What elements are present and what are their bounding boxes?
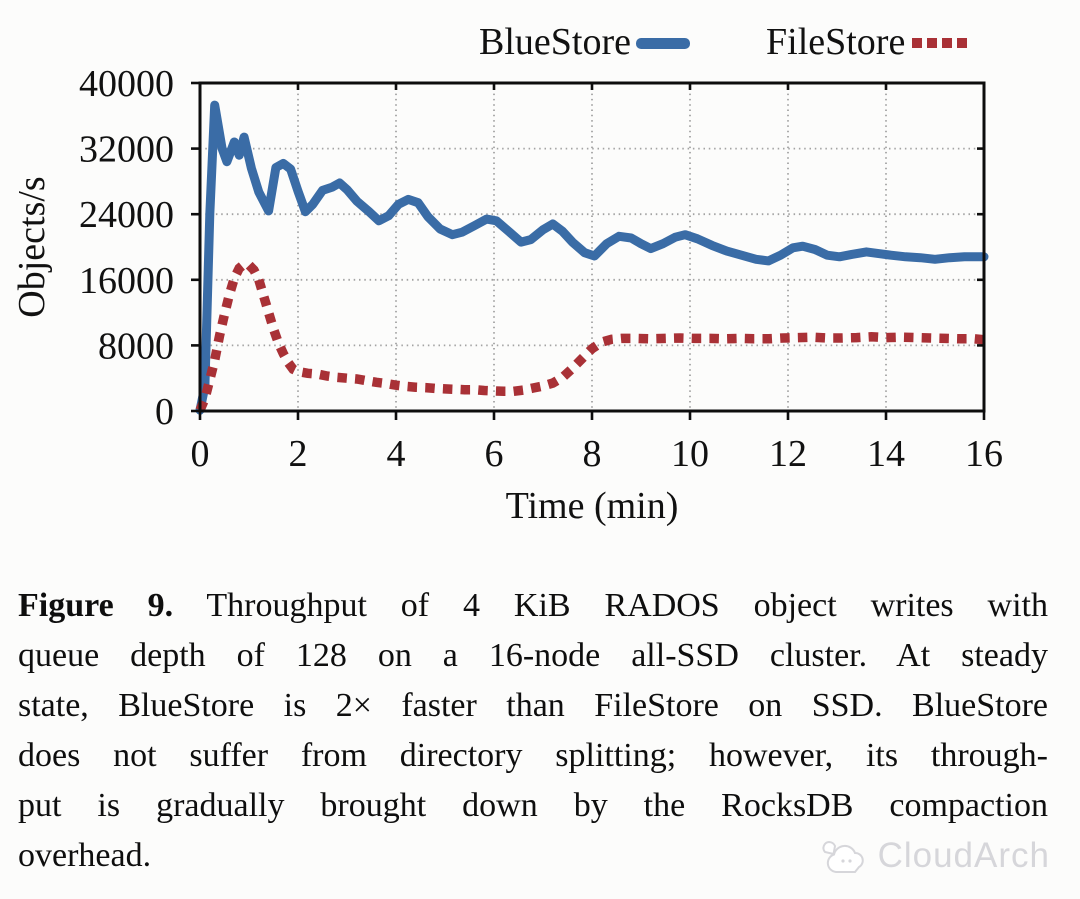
y-axis-title: Objects/s — [11, 176, 53, 317]
caption-line: overhead. — [18, 837, 152, 874]
watermark-text: CloudArch — [877, 836, 1050, 875]
cloudarch-logo-icon — [822, 840, 864, 873]
caption-line: put is gradually brought down by the Roc… — [18, 787, 1048, 824]
bluestore-line — [195, 100, 989, 415]
x-tick-label: 4 — [387, 433, 406, 475]
y-tick-label: 40000 — [79, 63, 174, 105]
legend-filestore-label: FileStore — [766, 21, 906, 63]
legend-bluestore-label: BlueStore — [479, 21, 631, 63]
x-tick-label: 0 — [191, 433, 210, 475]
y-tick-label: 16000 — [79, 260, 174, 302]
x-tick-label: 6 — [485, 433, 504, 475]
filestore-dots-swatch-icon — [912, 38, 967, 48]
figure-caption: Figure 9. Throughput of 4 KiB RADOS obje… — [18, 581, 1048, 881]
dot-icon — [912, 38, 922, 48]
caption-line: Figure 9. Throughput of 4 KiB RADOS obje… — [18, 587, 1048, 624]
x-axis-title: Time (min) — [506, 485, 679, 527]
y-tick-label: 0 — [155, 391, 174, 433]
x-tick-label: 16 — [965, 433, 1003, 475]
figure-label: Figure 9. — [18, 587, 174, 624]
x-tick-label: 12 — [769, 433, 807, 475]
caption-line: queue depth of 128 on a 16-node all-SSD … — [18, 637, 1048, 674]
watermark: CloudArch — [819, 836, 1050, 876]
caption-line: does not suffer from directory splitting… — [18, 737, 1048, 774]
x-tick-label: 8 — [583, 433, 602, 475]
x-tick-label: 10 — [671, 433, 709, 475]
dot-icon — [957, 38, 967, 48]
filestore-line — [195, 259, 985, 413]
y-tick-label: 32000 — [79, 129, 174, 171]
y-tick-label: 8000 — [98, 325, 174, 367]
caption-line: state, BlueStore is 2× faster than FileS… — [18, 687, 1048, 724]
bluestore-line-swatch-icon — [636, 38, 690, 49]
y-tick-label: 24000 — [79, 194, 174, 236]
dot-icon — [942, 38, 952, 48]
throughput-chart: 0 2 4 6 8 10 12 14 16 0 8000 16000 24000 32000 40000 Ti… — [11, 63, 1003, 527]
x-tick-label: 2 — [289, 433, 308, 475]
x-tick-label: 14 — [867, 433, 905, 475]
dot-icon — [927, 38, 937, 48]
